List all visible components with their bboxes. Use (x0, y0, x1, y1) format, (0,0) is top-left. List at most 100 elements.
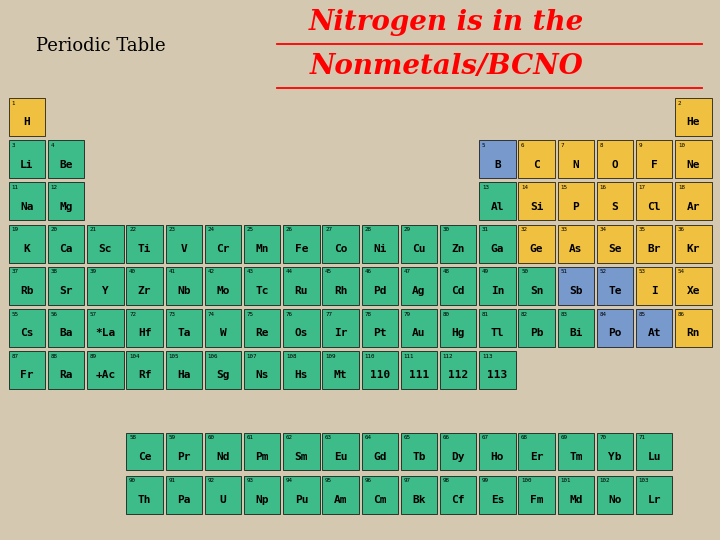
Text: Ar: Ar (687, 202, 700, 212)
Text: Sn: Sn (530, 286, 544, 296)
Text: 2: 2 (678, 100, 681, 106)
Text: B: B (494, 160, 501, 170)
Text: 58: 58 (129, 435, 136, 440)
FancyBboxPatch shape (9, 351, 45, 389)
Text: Mg: Mg (60, 202, 73, 212)
FancyBboxPatch shape (361, 267, 398, 305)
Text: 76: 76 (286, 312, 293, 316)
FancyBboxPatch shape (636, 433, 672, 470)
Text: Cf: Cf (451, 495, 465, 505)
FancyBboxPatch shape (597, 183, 633, 220)
Text: Fe: Fe (294, 244, 308, 254)
Text: 110: 110 (364, 354, 375, 359)
FancyBboxPatch shape (518, 433, 555, 470)
Text: Mt: Mt (334, 370, 347, 381)
Text: Tl: Tl (490, 328, 504, 338)
FancyBboxPatch shape (480, 225, 516, 262)
Text: 46: 46 (364, 269, 372, 274)
Text: Sb: Sb (569, 286, 582, 296)
Text: Na: Na (20, 202, 34, 212)
Text: Ra: Ra (60, 370, 73, 381)
Text: 108: 108 (286, 354, 297, 359)
Text: Lr: Lr (647, 495, 661, 505)
Text: 93: 93 (247, 478, 253, 483)
Text: 90: 90 (129, 478, 136, 483)
Text: 74: 74 (207, 312, 215, 316)
Text: 36: 36 (678, 227, 685, 232)
Text: Os: Os (294, 328, 308, 338)
Text: 83: 83 (560, 312, 567, 316)
Text: Te: Te (608, 286, 622, 296)
FancyBboxPatch shape (204, 351, 241, 389)
Text: 105: 105 (168, 354, 179, 359)
FancyBboxPatch shape (480, 267, 516, 305)
FancyBboxPatch shape (9, 140, 45, 178)
FancyBboxPatch shape (48, 183, 84, 220)
Text: 34: 34 (600, 227, 606, 232)
FancyBboxPatch shape (283, 225, 320, 262)
Text: Tb: Tb (413, 452, 426, 462)
FancyBboxPatch shape (597, 476, 633, 514)
Text: Hs: Hs (294, 370, 308, 381)
FancyBboxPatch shape (401, 476, 437, 514)
Text: 88: 88 (50, 354, 58, 359)
Text: Zn: Zn (451, 244, 465, 254)
Text: 80: 80 (443, 312, 450, 316)
Text: 77: 77 (325, 312, 332, 316)
Text: Ne: Ne (687, 160, 700, 170)
FancyBboxPatch shape (401, 225, 437, 262)
Text: Nonmetals/BCNO: Nonmetals/BCNO (310, 52, 583, 79)
Text: No: No (608, 495, 622, 505)
Text: 78: 78 (364, 312, 372, 316)
Text: 25: 25 (247, 227, 253, 232)
Text: Es: Es (490, 495, 504, 505)
Text: 109: 109 (325, 354, 336, 359)
Text: I: I (651, 286, 657, 296)
FancyBboxPatch shape (204, 309, 241, 347)
Text: Tc: Tc (256, 286, 269, 296)
Text: In: In (490, 286, 504, 296)
Text: Tm: Tm (569, 452, 582, 462)
FancyBboxPatch shape (597, 140, 633, 178)
Text: +Ac: +Ac (95, 370, 115, 381)
FancyBboxPatch shape (244, 351, 280, 389)
Text: Pa: Pa (177, 495, 191, 505)
Text: Ga: Ga (490, 244, 504, 254)
Text: 67: 67 (482, 435, 489, 440)
FancyBboxPatch shape (557, 140, 594, 178)
FancyBboxPatch shape (127, 351, 163, 389)
Text: O: O (611, 160, 618, 170)
FancyBboxPatch shape (518, 183, 555, 220)
FancyBboxPatch shape (480, 351, 516, 389)
FancyBboxPatch shape (636, 225, 672, 262)
FancyBboxPatch shape (401, 309, 437, 347)
Text: Ti: Ti (138, 244, 151, 254)
Text: 113: 113 (482, 354, 492, 359)
FancyBboxPatch shape (557, 183, 594, 220)
FancyBboxPatch shape (361, 433, 398, 470)
Text: At: At (647, 328, 661, 338)
Text: 72: 72 (129, 312, 136, 316)
Text: 45: 45 (325, 269, 332, 274)
FancyBboxPatch shape (597, 225, 633, 262)
Text: Md: Md (569, 495, 582, 505)
Text: As: As (569, 244, 582, 254)
Text: 33: 33 (560, 227, 567, 232)
Text: 63: 63 (325, 435, 332, 440)
Text: 10: 10 (678, 143, 685, 148)
Text: Br: Br (647, 244, 661, 254)
Text: Hf: Hf (138, 328, 151, 338)
Text: 70: 70 (600, 435, 606, 440)
Text: 40: 40 (129, 269, 136, 274)
Text: 73: 73 (168, 312, 175, 316)
Text: Ge: Ge (530, 244, 544, 254)
FancyBboxPatch shape (166, 433, 202, 470)
Text: Fr: Fr (20, 370, 34, 381)
Text: 5: 5 (482, 143, 485, 148)
Text: 102: 102 (600, 478, 610, 483)
FancyBboxPatch shape (636, 476, 672, 514)
FancyBboxPatch shape (675, 309, 711, 347)
FancyBboxPatch shape (87, 267, 124, 305)
Text: Cs: Cs (20, 328, 34, 338)
Text: Ta: Ta (177, 328, 191, 338)
